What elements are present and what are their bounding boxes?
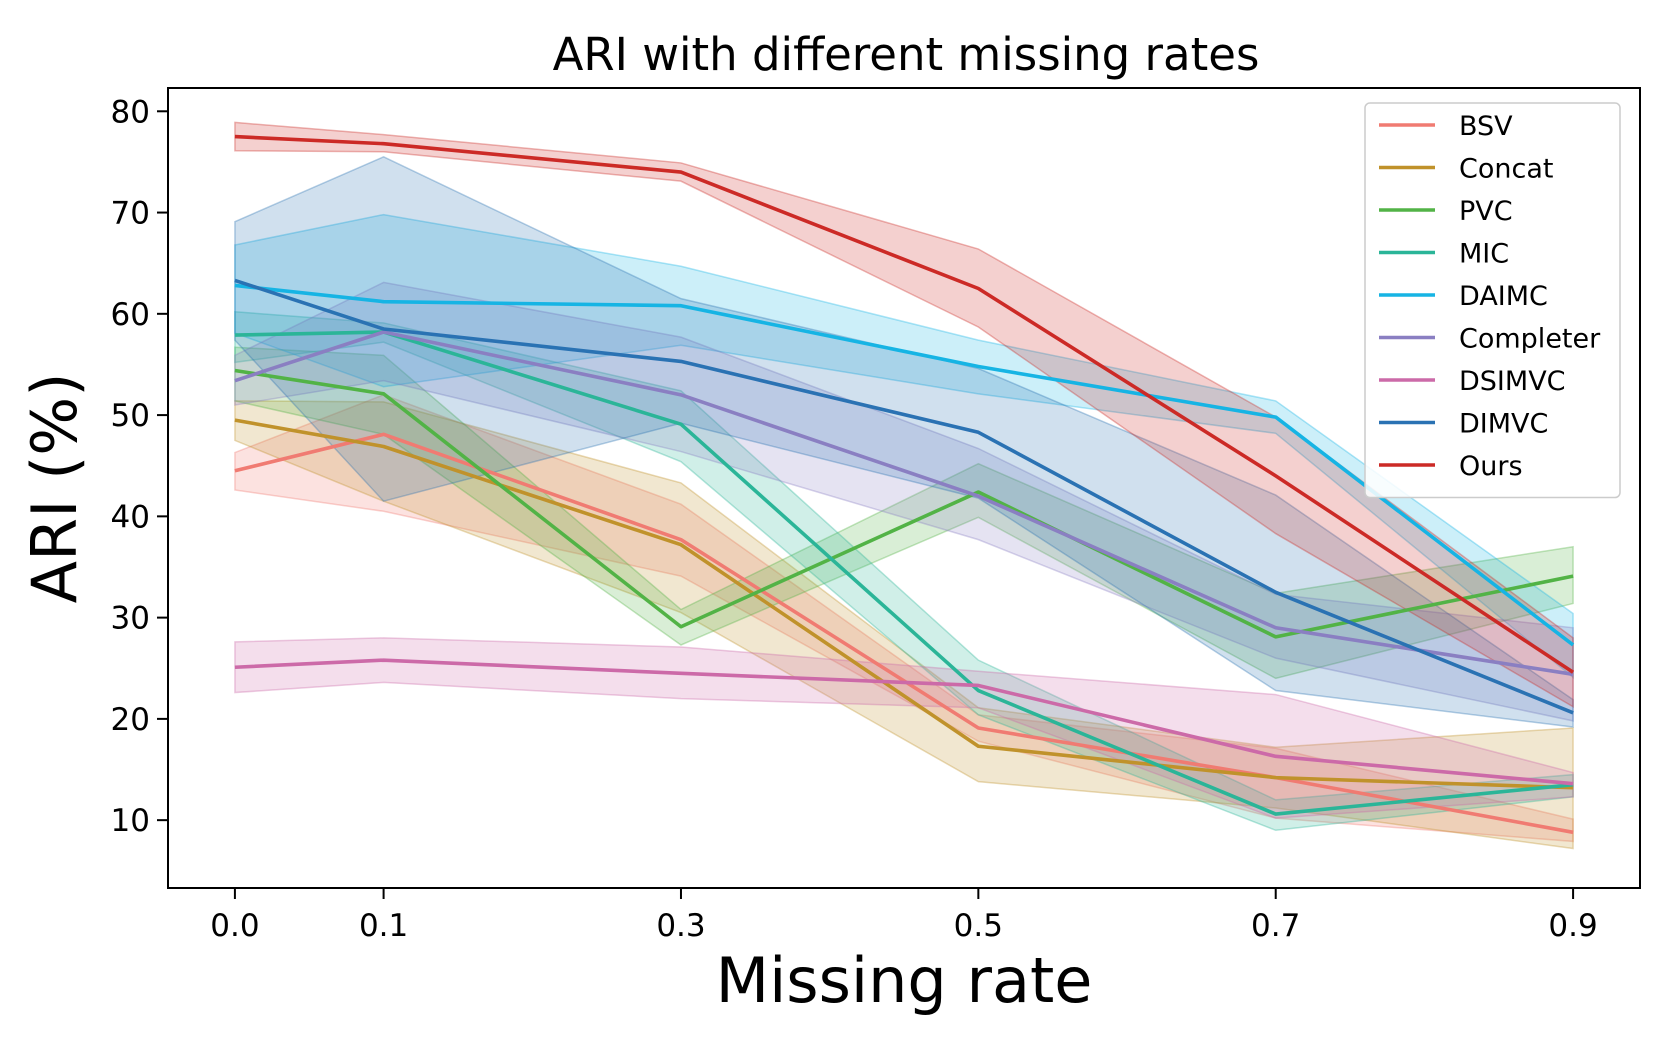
series-lines — [234, 134, 1575, 835]
x-tick-label: 0.7 — [1251, 908, 1300, 944]
legend: BSV Concat PVC MIC DAIMC Completer DSIMVC DIMVC… — [1364, 102, 1621, 499]
y-tick-label: 30 — [111, 601, 150, 637]
y-tick-label: 50 — [111, 398, 150, 434]
legend-label-bsv: BSV — [1459, 111, 1513, 142]
line-dsimvc — [234, 658, 1574, 786]
band-concat — [234, 400, 1574, 850]
legend-box — [1364, 102, 1621, 499]
y-tick-label: 80 — [111, 94, 150, 130]
x-axis: 0.0 0.1 0.3 0.5 0.7 0.9 — [210, 888, 1598, 944]
legend-label-pvc: PVC — [1459, 196, 1513, 227]
x-tick-label: 0.3 — [656, 908, 705, 944]
x-tick-label: 0.5 — [954, 908, 1003, 944]
x-tick-label: 0.1 — [359, 908, 408, 944]
legend-label-daimc: DAIMC — [1459, 281, 1548, 312]
legend-label-dsimvc: DSIMVC — [1459, 366, 1566, 397]
y-tick-label: 20 — [111, 702, 150, 738]
y-axis-label: ARI (%) — [18, 373, 91, 604]
band-dimvc — [234, 156, 1574, 728]
line-dimvc — [234, 278, 1574, 715]
chart-title: ARI with different missing rates — [553, 28, 1260, 81]
x-tick-label: 0.9 — [1548, 908, 1597, 944]
x-tick-label: 0.0 — [210, 908, 259, 944]
x-axis-label: Missing rate — [716, 944, 1093, 1017]
line-mic — [234, 330, 1574, 816]
y-axis: 10 20 30 40 50 60 70 80 — [111, 94, 168, 839]
band-daimc — [234, 213, 1574, 679]
line-ours — [234, 134, 1575, 674]
y-tick-label: 40 — [111, 499, 150, 535]
plot-frame — [167, 87, 1641, 889]
legend-label-dimvc: DIMVC — [1459, 409, 1548, 440]
line-concat — [234, 418, 1574, 790]
legend-label-ours: Ours — [1459, 451, 1523, 482]
y-tick-label: 10 — [111, 803, 150, 839]
line-daimc — [234, 283, 1575, 647]
legend-label-concat: Concat — [1459, 154, 1553, 185]
line-completer — [234, 330, 1574, 677]
band-mic — [234, 310, 1574, 832]
band-ours — [234, 121, 1574, 709]
legend-label-mic: MIC — [1459, 239, 1509, 270]
legend-label-completer: Completer — [1459, 324, 1601, 355]
y-tick-label: 70 — [111, 196, 150, 232]
y-tick-label: 60 — [111, 297, 150, 333]
